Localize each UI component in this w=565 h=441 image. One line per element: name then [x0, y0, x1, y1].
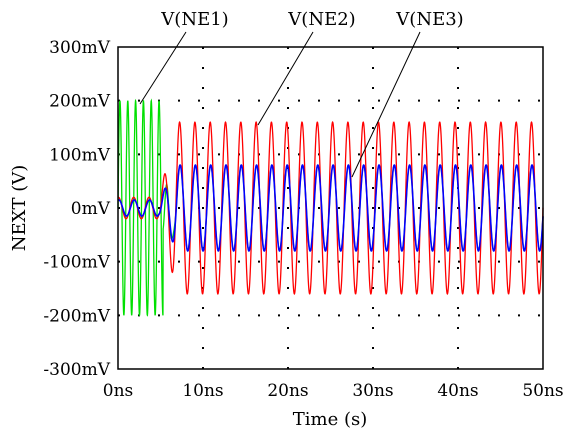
series-label-ne1: V(NE1)	[160, 9, 228, 30]
x-tick-label: 0ns	[103, 381, 134, 401]
y-tick-label: -300mV	[43, 360, 110, 380]
annotation-pointer	[257, 31, 314, 126]
series-label-ne3: V(NE3)	[395, 9, 463, 30]
x-tick-label: 30ns	[352, 381, 393, 401]
annotation-pointer	[351, 31, 421, 178]
y-tick-label: -200mV	[43, 306, 110, 326]
x-tick-label: 50ns	[522, 381, 563, 401]
series-label-ne2: V(NE2)	[287, 9, 355, 30]
y-tick-label: 100mV	[49, 145, 111, 165]
x-tick-label: 40ns	[437, 381, 478, 401]
x-tick-label: 10ns	[182, 381, 223, 401]
y-tick-label: 300mV	[49, 38, 111, 58]
plot-frame	[117, 46, 544, 370]
x-tick-label: 20ns	[267, 381, 308, 401]
y-axis-label: NEXT (V)	[9, 165, 30, 251]
y-tick-label: 0mV	[71, 199, 111, 219]
annotation-pointer	[139, 31, 187, 105]
series-line-ne2	[117, 121, 544, 295]
labels: 0ns 10ns 20ns 30ns 40ns 50ns 300mV 200mV 100mV 0m…	[9, 9, 564, 430]
series-line-ne3	[117, 164, 544, 252]
y-tick-label: -100mV	[43, 253, 110, 273]
x-axis-label: Time (s)	[293, 409, 368, 430]
plot-area	[117, 46, 544, 370]
y-tick-label: 200mV	[49, 92, 111, 112]
